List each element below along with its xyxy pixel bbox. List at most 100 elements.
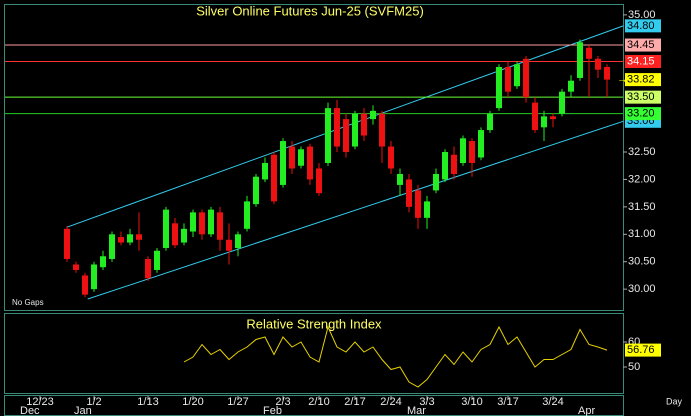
candle-body <box>235 234 241 249</box>
candle-body <box>334 108 340 147</box>
level-label: 34.45 <box>627 39 655 51</box>
candle-body <box>559 91 565 114</box>
candle-body <box>181 228 187 243</box>
candle-body <box>487 113 493 131</box>
x-tick-label: 1/2 <box>86 396 101 408</box>
last-price-label: 33.82 <box>627 74 655 86</box>
candle-body <box>91 264 97 290</box>
candle-body <box>289 146 295 169</box>
x-tick-label: 3/10 <box>461 396 482 408</box>
candle-body <box>433 173 439 191</box>
month-label: Feb <box>263 405 282 416</box>
candle-body <box>136 234 142 240</box>
x-tick-label: 2/17 <box>344 396 365 408</box>
candle-body <box>145 258 151 279</box>
level-label: 33.20 <box>627 108 655 120</box>
candle-body <box>190 212 196 232</box>
x-tick-label: 2/10 <box>308 396 329 408</box>
level-label-bg <box>625 55 661 69</box>
x-tick-label: 2/3 <box>275 396 290 408</box>
candle-body <box>352 113 358 147</box>
candle-body <box>541 116 547 128</box>
candle-body <box>127 234 133 243</box>
candle-body <box>100 256 106 268</box>
candle-body <box>64 228 70 259</box>
candle-body <box>343 119 349 153</box>
y-tick-label: 31.00 <box>628 228 656 240</box>
candle-body <box>280 141 286 185</box>
candle-body <box>532 102 538 131</box>
candle-body <box>505 66 511 92</box>
channel-end-label: 34.80 <box>627 20 655 32</box>
x-unit: Day <box>666 396 683 406</box>
month-label: Dec <box>20 405 40 416</box>
candle-body <box>406 179 412 207</box>
level-label: 34.15 <box>627 55 655 67</box>
rsi-title: Relative Strength Index <box>246 316 382 331</box>
candle-body <box>199 212 205 235</box>
candle-body <box>415 190 421 218</box>
candle-body <box>244 201 250 229</box>
candle-body <box>568 80 574 92</box>
level-label: 33.50 <box>627 91 655 103</box>
candle-body <box>478 130 484 158</box>
x-tick-label: 12/23 <box>26 396 54 408</box>
price-panel <box>4 4 624 311</box>
y-tick-label: 35.00 <box>628 9 656 21</box>
month-label: Mar <box>407 405 426 416</box>
note: No Gaps <box>12 298 44 307</box>
candle-body <box>460 138 466 163</box>
x-tick-label: 1/20 <box>182 396 203 408</box>
candle-body <box>397 173 403 185</box>
candle-body <box>424 201 430 218</box>
candle-body <box>577 42 583 78</box>
candle-body <box>496 66 502 109</box>
level-label-bg <box>625 38 661 52</box>
last-price-arrow: → <box>617 74 628 86</box>
level-label-bg <box>625 90 661 104</box>
candle-body <box>325 108 331 163</box>
candle-body <box>253 176 259 205</box>
candle-body <box>298 149 304 166</box>
rsi-y-tick-label: 50 <box>628 361 640 373</box>
x-tick-label: 1/27 <box>227 396 248 408</box>
x-tick-label: 1/13 <box>137 396 158 408</box>
candle-body <box>451 154 457 174</box>
candle-body <box>523 58 529 98</box>
candle-body <box>469 141 475 163</box>
candle-body <box>595 58 601 70</box>
y-tick-label: 31.50 <box>628 201 656 213</box>
x-tick-label: 2/24 <box>380 396 401 408</box>
candle-body <box>442 152 448 180</box>
rsi-last-bg <box>625 343 661 357</box>
rsi-last-label: 56.76 <box>627 344 655 356</box>
last-price-label-bg <box>625 73 661 87</box>
candle-body <box>388 146 394 169</box>
x-tick-label: 3/17 <box>497 396 518 408</box>
candle-body <box>163 209 169 249</box>
candle-body <box>379 113 385 147</box>
candle-body <box>316 168 322 194</box>
y-tick-label: 30.50 <box>628 256 656 268</box>
candle-body <box>217 212 223 240</box>
candle-body <box>109 234 115 259</box>
candle-body <box>82 275 88 295</box>
channel-end-label-bg <box>625 19 661 33</box>
month-label: Jan <box>74 405 92 416</box>
candle-body <box>307 146 313 180</box>
candle-body <box>271 154 277 202</box>
y-tick-label: 32.50 <box>628 146 656 158</box>
level-label-bg <box>625 107 661 121</box>
x-tick-label: 3/24 <box>542 396 563 408</box>
candle-body <box>262 162 268 180</box>
candle-body <box>514 64 520 87</box>
candle-body <box>586 47 592 59</box>
candle-body <box>370 110 376 120</box>
channel-line <box>87 120 624 300</box>
candle-body <box>361 113 367 136</box>
candle-body <box>208 209 214 235</box>
candle-body <box>118 237 124 243</box>
y-tick-label: 30.00 <box>628 283 656 295</box>
y-tick-label: 32.00 <box>628 173 656 185</box>
